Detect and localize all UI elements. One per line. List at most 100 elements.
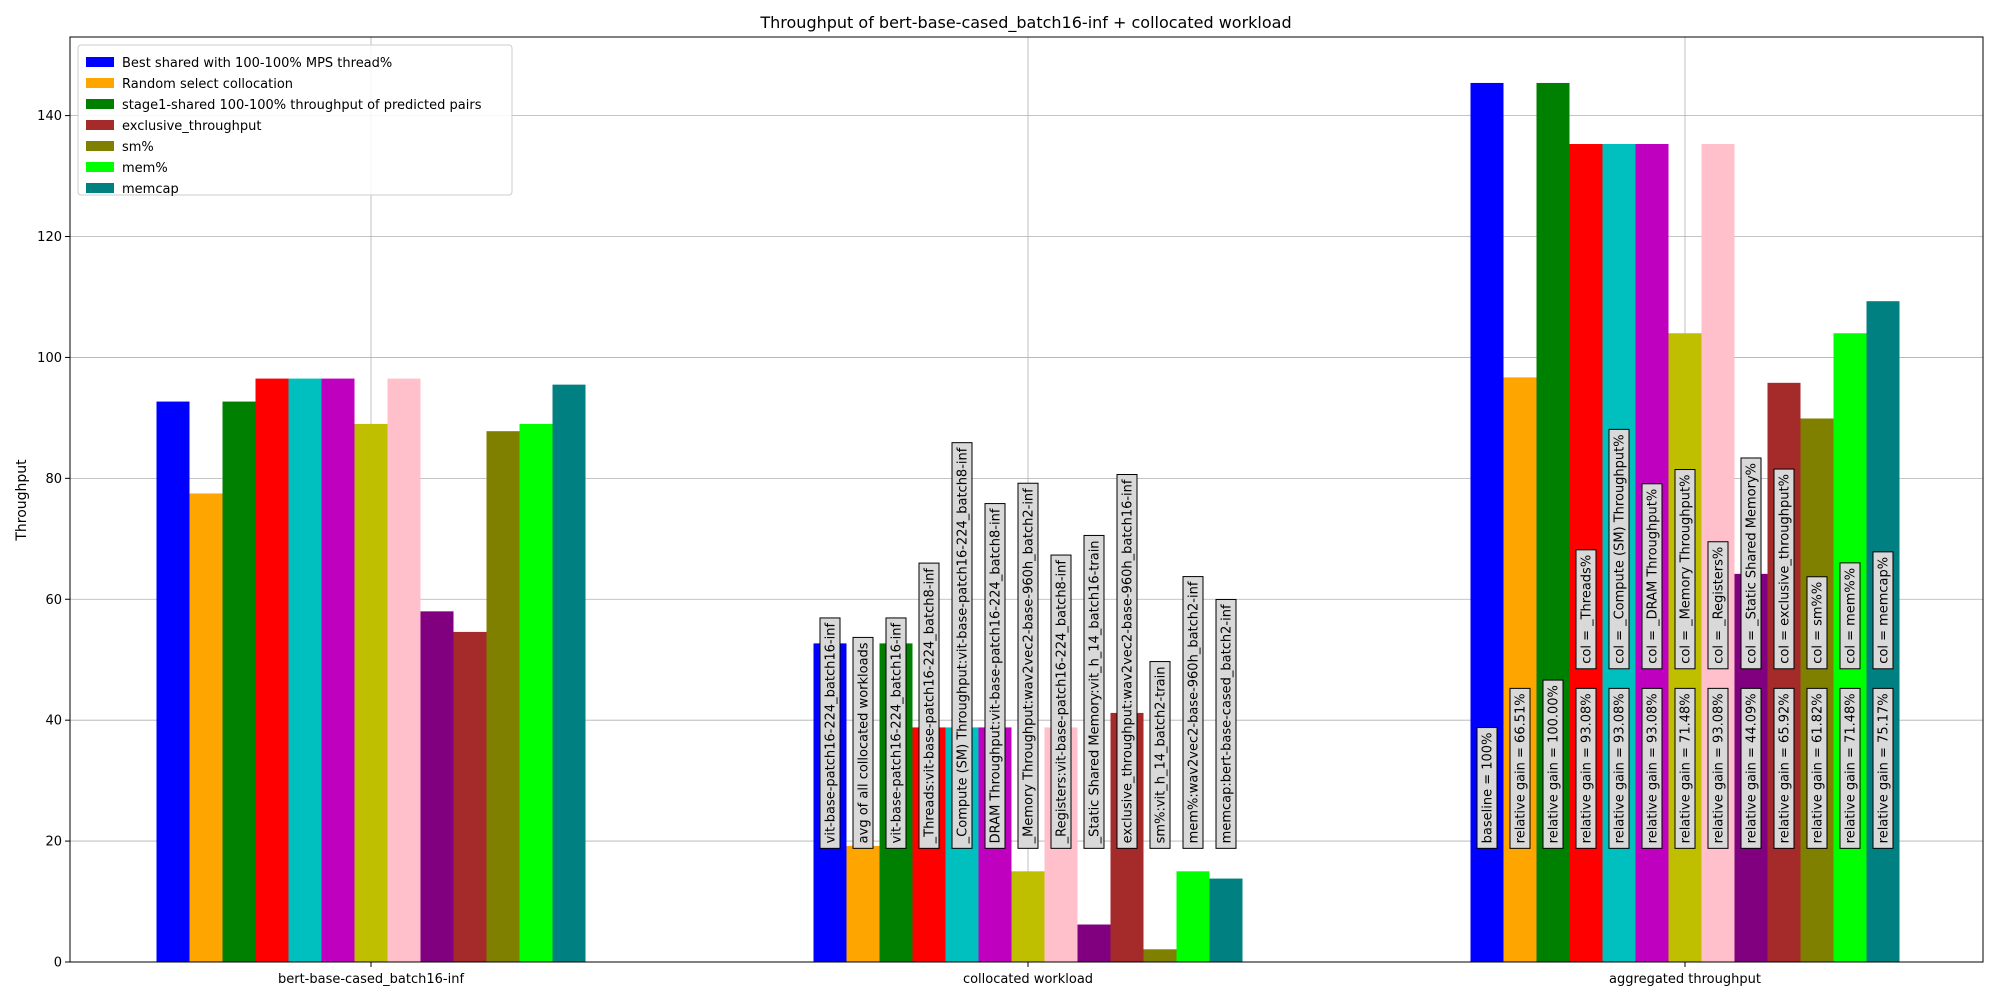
svg-text:sm%:vit_h_14_batch2-train: sm%:vit_h_14_batch2-train (1154, 667, 1169, 844)
svg-text:relative gain = 44.09%: relative gain = 44.09% (1745, 693, 1760, 843)
col-label-12: col = memcap% (1872, 551, 1894, 670)
svg-text:col = _Static Shared Memory%: col = _Static Shared Memory% (1745, 463, 1760, 664)
y-tick-label-1: 20 (45, 835, 62, 850)
legend-label-4: sm% (122, 140, 154, 155)
svg-text:col = _Threads%: col = _Threads% (1580, 555, 1595, 664)
legend-label-5: mem% (122, 161, 168, 176)
y-axis-label: Throughput (14, 459, 30, 542)
axes: 0 20 40 60 80 100 120 140 bert-base-cased_batch1… (37, 36, 1984, 987)
gain-label-8: relative gain = 44.09% (1740, 687, 1762, 849)
svg-text:relative gain = 93.08%: relative gain = 93.08% (1613, 693, 1628, 843)
bar-group0-series4 (288, 378, 322, 962)
legend-swatch-1 (86, 78, 114, 88)
bar-group0-series12 (552, 384, 586, 962)
bar-group0-series10 (486, 431, 520, 963)
col-label-8: col = _Static Shared Memory% (1740, 457, 1762, 670)
svg-text:col = exclusive_throughput%: col = exclusive_throughput% (1778, 474, 1793, 664)
svg-text:col = memcap%: col = memcap% (1877, 557, 1892, 664)
plot-frame (69, 36, 1984, 963)
svg-text:col = _Memory Throughput%: col = _Memory Throughput% (1679, 475, 1694, 664)
y-tick-label-6: 120 (37, 230, 62, 245)
legend-label-3: exclusive_throughput (122, 119, 261, 134)
svg-text:avg of all collocated workload: avg of all collocated workloads (857, 642, 872, 843)
bar-group0-series9 (453, 631, 487, 962)
collocated-label-10: sm%:vit_h_14_batch2-train (1149, 661, 1171, 849)
gain-label-5: relative gain = 93.08% (1641, 687, 1663, 849)
svg-text:exclusive_throughput:wav2vec2-: exclusive_throughput:wav2vec2-base-960h_… (1121, 479, 1136, 843)
x-tick-label-1: collocated workload (963, 972, 1093, 987)
gain-label-7: relative gain = 93.08% (1707, 687, 1729, 849)
legend-label-1: Random select collocation (122, 77, 293, 92)
col-label-7: col = _Registers% (1707, 541, 1729, 670)
chart-title: Throughput of bert-base-cased_batch16-in… (759, 13, 1291, 33)
gain-label-4: relative gain = 93.08% (1608, 687, 1630, 849)
collocated-label-8: _Static Shared Memory:vit_h_14_batch16-t… (1083, 534, 1105, 849)
svg-text:relative gain = 93.08%: relative gain = 93.08% (1580, 693, 1595, 843)
bar-group0-series11 (519, 423, 553, 962)
bar-group1-series12 (1209, 878, 1243, 962)
legend: Best shared with 100-100% MPS thread% Ran… (77, 44, 513, 197)
bar-group0-series6 (354, 423, 388, 962)
svg-text:col = _Compute (SM) Throughput: col = _Compute (SM) Throughput% (1613, 434, 1628, 663)
col-label-5: col = _DRAM Throughput% (1641, 483, 1663, 670)
svg-text:relative gain = 66.51%: relative gain = 66.51% (1514, 693, 1529, 843)
y-tick-label-2: 40 (45, 714, 62, 729)
bar-group0-series7 (387, 378, 421, 962)
y-tick-label-0: 0 (54, 956, 62, 971)
bar-group1-series6 (1011, 871, 1045, 962)
svg-text:relative gain = 93.08%: relative gain = 93.08% (1646, 693, 1661, 843)
gain-label-3: relative gain = 93.08% (1575, 687, 1597, 849)
legend-swatch-6 (86, 183, 114, 193)
bar-group0-series5 (321, 378, 355, 962)
svg-text:relative gain = 65.92%: relative gain = 65.92% (1778, 693, 1793, 843)
svg-text:relative gain = 75.17%: relative gain = 75.17% (1877, 693, 1892, 843)
collocated-label-1: avg of all collocated workloads (852, 636, 874, 849)
bar-group0-series8 (420, 611, 454, 962)
gain-label-9: relative gain = 65.92% (1773, 687, 1795, 849)
collocated-label-2: vit-base-patch16-224_batch16-inf (885, 617, 907, 849)
collocated-label-12: memcap:bert-base-cased_batch2-inf (1215, 598, 1237, 849)
bar-group1-series11 (1176, 871, 1210, 962)
svg-text:col = _DRAM Throughput%: col = _DRAM Throughput% (1646, 489, 1661, 664)
svg-text:memcap:bert-base-cased_batch2-: memcap:bert-base-cased_batch2-inf (1220, 604, 1235, 843)
bar-group0-series3 (255, 378, 289, 962)
col-label-3: col = _Threads% (1575, 549, 1597, 670)
col-label-4: col = _Compute (SM) Throughput% (1608, 428, 1630, 670)
svg-text:relative gain = 61.82%: relative gain = 61.82% (1811, 693, 1826, 843)
collocated-label-0: vit-base-patch16-224_batch16-inf (819, 617, 841, 849)
collocated-label-11: mem%:wav2vec2-base-960h_batch2-inf (1182, 576, 1204, 849)
legend-swatch-0 (86, 57, 114, 67)
bar-group0-series0 (156, 401, 190, 962)
collocated-label-4: _Compute (SM) Throughput:vit-base-patch1… (951, 442, 973, 849)
legend-label-6: memcap (122, 182, 179, 197)
collocated-label-6: _Memory Throughput:wav2vec2-base-960h_ba… (1017, 482, 1039, 849)
svg-text:col = mem%%: col = mem%% (1844, 568, 1859, 664)
y-tick-label-3: 60 (45, 593, 62, 608)
y-tick-label-7: 140 (37, 109, 62, 124)
annotations: vit-base-patch16-224_batch16-inf avg of a… (819, 428, 1894, 849)
x-tick-label-2: aggregated throughput (1609, 972, 1761, 987)
svg-text:relative gain = 71.48%: relative gain = 71.48% (1844, 693, 1859, 843)
bar-group2-series1 (1503, 377, 1537, 962)
gain-label-10: relative gain = 61.82% (1806, 687, 1828, 849)
legend-label-2: stage1-shared 100-100% throughput of pre… (122, 98, 482, 113)
collocated-label-5: DRAM Throughput:vit-base-patch16-224_bat… (984, 503, 1006, 849)
svg-text:_Compute (SM) Throughput:vit-b: _Compute (SM) Throughput:vit-base-patch1… (956, 447, 971, 844)
svg-text:_Static Shared Memory:vit_h_14: _Static Shared Memory:vit_h_14_batch16-t… (1088, 540, 1103, 844)
bar-group0-series2 (222, 401, 256, 962)
legend-swatch-5 (86, 162, 114, 172)
svg-text:_Threads:vit-base-patch16-224_: _Threads:vit-base-patch16-224_batch8-inf (923, 568, 938, 845)
col-label-10: col = sm%% (1806, 576, 1828, 670)
svg-text:mem%:wav2vec2-base-960h_batch2: mem%:wav2vec2-base-960h_batch2-inf (1187, 581, 1202, 843)
collocated-label-3: _Threads:vit-base-patch16-224_batch8-inf (918, 562, 940, 849)
x-tick-label-0: bert-base-cased_batch16-inf (278, 972, 464, 987)
bar-group1-series8 (1077, 924, 1111, 962)
svg-text:relative gain = 93.08%: relative gain = 93.08% (1712, 693, 1727, 843)
svg-text:relative gain = 100.00%: relative gain = 100.00% (1547, 685, 1562, 843)
svg-text:baseline = 100%: baseline = 100% (1481, 733, 1496, 844)
svg-text:col = _Registers%: col = _Registers% (1712, 547, 1727, 664)
col-label-11: col = mem%% (1839, 562, 1861, 670)
legend-swatch-3 (86, 120, 114, 130)
svg-text:vit-base-patch16-224_batch16-i: vit-base-patch16-224_batch16-inf (824, 623, 839, 844)
